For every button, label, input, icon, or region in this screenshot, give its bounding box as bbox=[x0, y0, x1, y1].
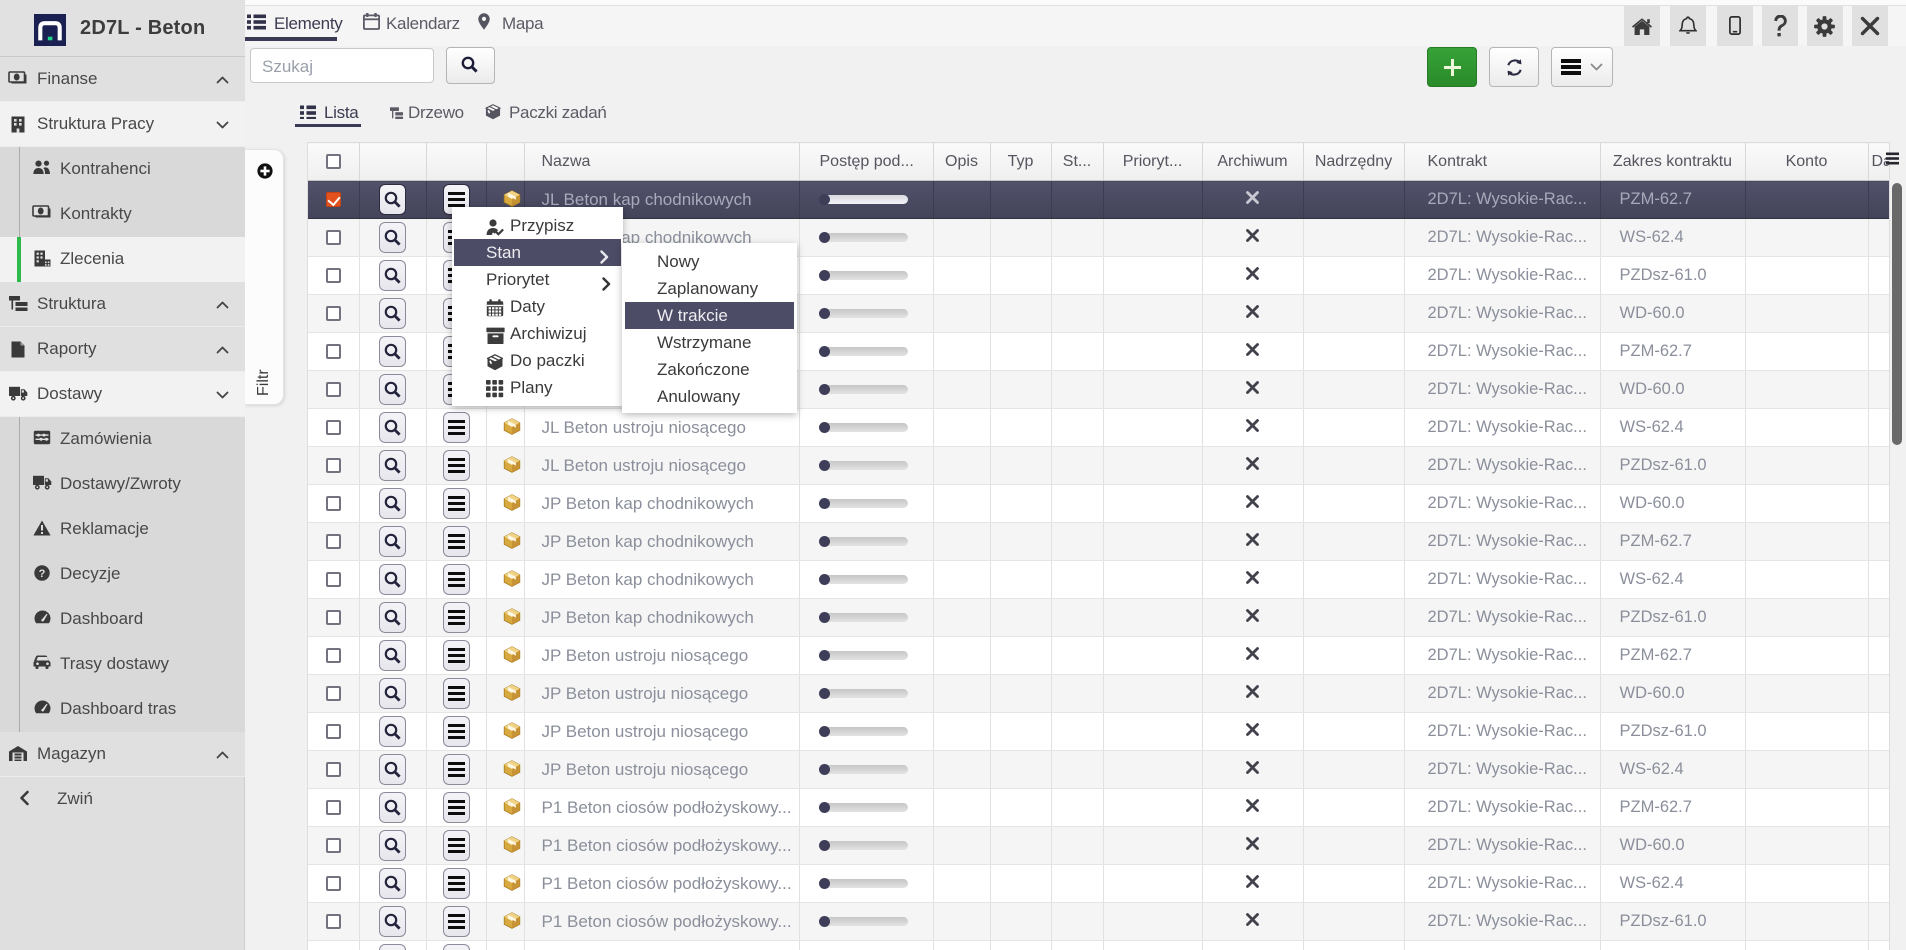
svg-text:?: ? bbox=[39, 568, 46, 580]
